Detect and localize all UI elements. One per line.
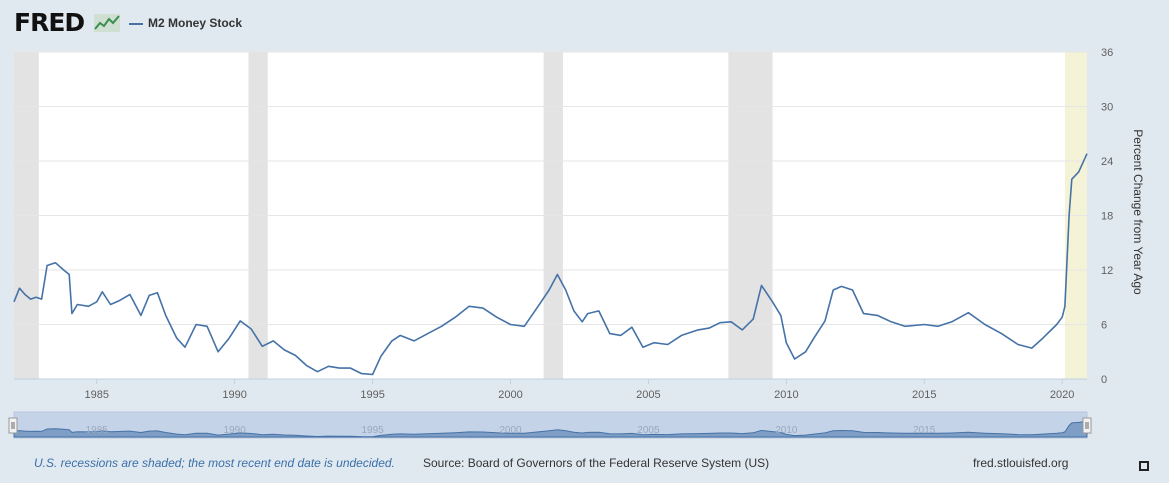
- x-tick-label: 1985: [85, 389, 109, 401]
- fullscreen-icon[interactable]: [1139, 461, 1149, 471]
- navigator-series-area: [13, 420, 1088, 438]
- m2-chart[interactable]: 1985 1990 1995 2000 2005 2010 2015 2020 0 6 12 18 2…: [0, 0, 1169, 450]
- y-tick-label: 0: [1101, 374, 1107, 386]
- m2-series-line[interactable]: [13, 153, 1088, 376]
- recession-note: U.S. recessions are shaded; the most rec…: [34, 456, 395, 470]
- x-tick-label: 1995: [360, 389, 384, 401]
- site-link[interactable]: fred.stlouisfed.org: [973, 456, 1069, 470]
- legend-series-label[interactable]: M2 Money Stock: [148, 16, 243, 30]
- navigator-tick-label: 2010: [775, 425, 798, 436]
- line-graph-icon: [94, 14, 120, 32]
- gridlines: [14, 51, 1087, 325]
- y-tick-label: 12: [1101, 265, 1113, 277]
- source-credit: Source: Board of Governors of the Federa…: [423, 456, 770, 470]
- x-tick-label: 2005: [636, 389, 660, 401]
- y-tick-label: 30: [1101, 102, 1113, 114]
- legend-swatch: [129, 23, 143, 25]
- navigator-tick-label: 1985: [86, 425, 109, 436]
- fred-logo[interactable]: FRED: [14, 8, 85, 37]
- y-tick-label: 24: [1101, 156, 1113, 168]
- x-axis: 1985 1990 1995 2000 2005 2010 2015 2020: [85, 379, 1074, 401]
- y-tick-label: 6: [1101, 320, 1107, 332]
- navigator-tick-label: 2000: [499, 425, 522, 436]
- range-navigator[interactable]: 1985 1990 1995 2000 2005 2010 2015: [8, 411, 1092, 439]
- navigator-tick-label: 1995: [361, 425, 384, 436]
- navigator-right-handle[interactable]: [1082, 417, 1092, 434]
- y-axis: 0 6 12 18 24 30 36: [1101, 47, 1113, 386]
- x-tick-label: 2000: [498, 389, 522, 401]
- x-tick-label: 2010: [774, 389, 798, 401]
- navigator-tick-label: 2015: [913, 425, 936, 436]
- navigator-left-handle[interactable]: [8, 417, 18, 434]
- x-tick-label: 1990: [222, 389, 246, 401]
- navigator-tick-label: 2005: [637, 425, 660, 436]
- chart-footer: U.S. recessions are shaded; the most rec…: [0, 452, 1169, 476]
- navigator-tick-label: 1990: [224, 425, 247, 436]
- chart-header: FRED M2 Money Stock: [0, 0, 1169, 46]
- y-tick-label: 18: [1101, 211, 1113, 223]
- x-tick-label: 2015: [912, 389, 936, 401]
- y-tick-label: 36: [1101, 47, 1113, 59]
- navigator-axis: 1985 1990 1995 2000 2005 2010 2015: [86, 425, 936, 436]
- x-tick-label: 2020: [1050, 389, 1074, 401]
- y-axis-title: Percent Change from Year Ago: [1131, 129, 1145, 295]
